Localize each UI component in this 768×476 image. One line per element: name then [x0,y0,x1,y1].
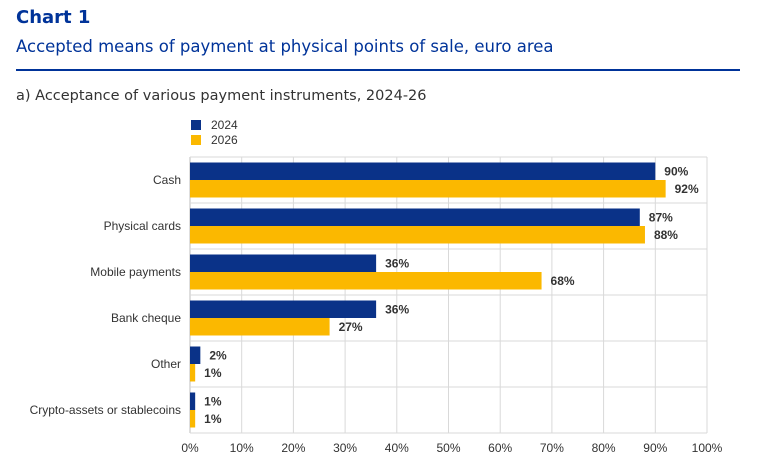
data-label: 1% [204,366,222,380]
data-label: 90% [664,164,688,178]
data-label: 68% [551,274,575,288]
data-label: 1% [204,394,222,408]
legend-label: 2026 [211,133,238,147]
data-label: 2% [209,348,227,362]
category-label: Cash [153,173,181,187]
gridlines [189,156,708,434]
title-divider [16,69,740,71]
data-label: 87% [649,210,673,224]
bar-2024 [190,254,377,272]
data-label: 27% [339,320,363,334]
legend-label: 2024 [211,118,238,132]
bar-2024 [190,392,196,410]
x-tick-label: 70% [540,441,564,455]
legend-swatch-2024 [191,120,201,130]
x-tick-labels: 0% 10% 20% 30% 40% 50% 60% 70% 80% 90% 100% [181,441,722,455]
panel-title: a) Acceptance of various payment instrum… [16,88,427,104]
bar-2024 [190,208,640,226]
x-tick-label: 80% [592,441,616,455]
chart-title: Accepted means of payment at physical po… [16,37,554,56]
category-labels: Cash Physical cards Mobile payments Bank ch… [30,173,182,417]
bar-2024 [190,346,201,364]
category-label: Mobile payments [90,265,181,279]
data-label: 36% [385,256,409,270]
bar-2024 [190,300,377,318]
category-label: Physical cards [104,219,181,233]
bar-2026 [190,410,196,428]
bar-2026 [190,272,542,290]
category-label: Bank cheque [111,311,181,325]
data-label: 36% [385,302,409,316]
x-tick-label: 50% [436,441,460,455]
x-tick-label: 20% [281,441,305,455]
bars [190,162,666,428]
bar-2026 [190,364,196,382]
x-tick-label: 10% [230,441,254,455]
data-label: 88% [654,228,678,242]
data-labels: 90% 92%87% 88% 36% 68% 36% 27% 2% 1% 1% 1% [204,164,699,426]
data-label: 1% [204,412,222,426]
category-label: Other [151,357,181,371]
x-tick-label: 90% [643,441,667,455]
x-tick-label: 100% [692,441,723,455]
bar-2026 [190,318,330,336]
x-tick-label: 30% [333,441,357,455]
bar-2024 [190,162,656,180]
x-tick-label: 40% [385,441,409,455]
x-tick-label: 0% [181,441,199,455]
x-tick-label: 60% [488,441,512,455]
legend-swatch-2026 [191,135,201,145]
bar-2026 [190,226,645,244]
bar-2026 [190,180,666,198]
category-label: Crypto-assets or stablecoins [30,403,181,417]
data-label: 92% [675,182,699,196]
chart-number: Chart 1 [16,7,91,28]
